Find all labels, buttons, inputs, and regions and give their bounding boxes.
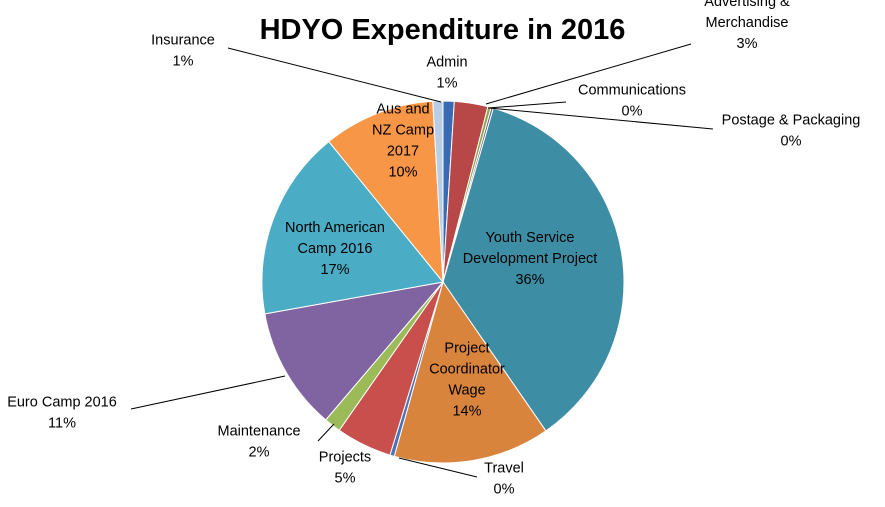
data-label-percent: 1% (437, 76, 458, 92)
data-label-percent: 0% (781, 134, 802, 150)
data-label-percent: 1% (173, 54, 194, 70)
data-label: Youth Service Development Project 36% (463, 230, 598, 288)
data-label-percent: 10% (388, 165, 417, 181)
data-label: North American Camp 2016 17% (285, 220, 385, 278)
data-label-category: Projects (319, 450, 371, 466)
leader-line (485, 43, 692, 105)
data-label: Admin 1% (426, 55, 467, 92)
data-label-category: Insurance (151, 33, 215, 49)
data-label-category: Communications (578, 83, 686, 99)
data-label-category: Postage & Packaging (722, 113, 861, 129)
data-label-percent: 0% (622, 104, 643, 120)
data-label-category: Wage (448, 383, 485, 399)
data-label-percent: 11% (48, 416, 76, 432)
data-label-percent: 2% (249, 445, 270, 461)
data-label-category: Development Project (463, 251, 598, 267)
data-label: Euro Camp 2016 11% (7, 395, 117, 432)
data-label: Aus and NZ Camp 2017 10% (372, 102, 434, 181)
data-label: Project Coordinator Wage 14% (429, 341, 505, 420)
data-label-category: Project (444, 341, 489, 357)
leader-line (227, 47, 442, 103)
data-label-category: Admin (426, 55, 467, 71)
leader-line (398, 457, 478, 478)
data-label-percent: 3% (737, 36, 758, 52)
leader-line (488, 107, 714, 130)
pie-slices (261, 100, 625, 464)
data-label-category: Coordinator (429, 362, 505, 378)
data-label-percent: 0% (494, 482, 515, 498)
data-label: Insurance 1% (151, 33, 215, 70)
data-labels: Admin 1% Advertising & Merchandise 3% Communi… (7, 0, 860, 498)
leader-line (487, 101, 567, 109)
data-label: Advertising & Merchandise 3% (704, 0, 790, 52)
data-label-category: Aus and (376, 102, 429, 118)
pie-slice-aus-and-nz-camp-2017 (328, 100, 444, 284)
data-label-category: North American (285, 220, 385, 236)
data-label-percent: 36% (515, 272, 544, 288)
data-label-category: 2017 (387, 144, 419, 160)
data-label-percent: 17% (320, 262, 349, 278)
pie-slice-north-american-camp-2016 (261, 140, 444, 315)
data-label-category: Merchandise (705, 15, 788, 31)
pie-slice-youth-service-development-project (442, 107, 625, 432)
data-label-category: Travel (484, 461, 524, 477)
pie-slice-project-coordinator-wage (393, 280, 547, 464)
chart-title: HDYO Expenditure in 2016 (259, 14, 626, 46)
data-label-percent: 14% (452, 404, 481, 420)
data-label: Projects 5% (319, 450, 371, 487)
data-label: Travel 0% (484, 461, 524, 498)
data-label-category: Euro Camp 2016 (7, 395, 117, 411)
leader-line (317, 423, 335, 442)
data-label-category: Maintenance (217, 424, 300, 440)
data-label-category: Camp 2016 (298, 241, 373, 257)
data-label-category: Youth Service (486, 230, 575, 246)
data-label-category: Advertising & (704, 0, 790, 10)
data-label: Postage & Packaging 0% (722, 113, 861, 150)
data-label-category: NZ Camp (372, 123, 434, 139)
data-label: Maintenance 2% (217, 424, 300, 461)
data-label-percent: 5% (335, 471, 356, 487)
leader-line (130, 375, 286, 410)
data-label: Communications 0% (578, 83, 686, 120)
leader-lines (130, 43, 714, 478)
pie-slice-euro-camp-2016 (264, 281, 445, 421)
